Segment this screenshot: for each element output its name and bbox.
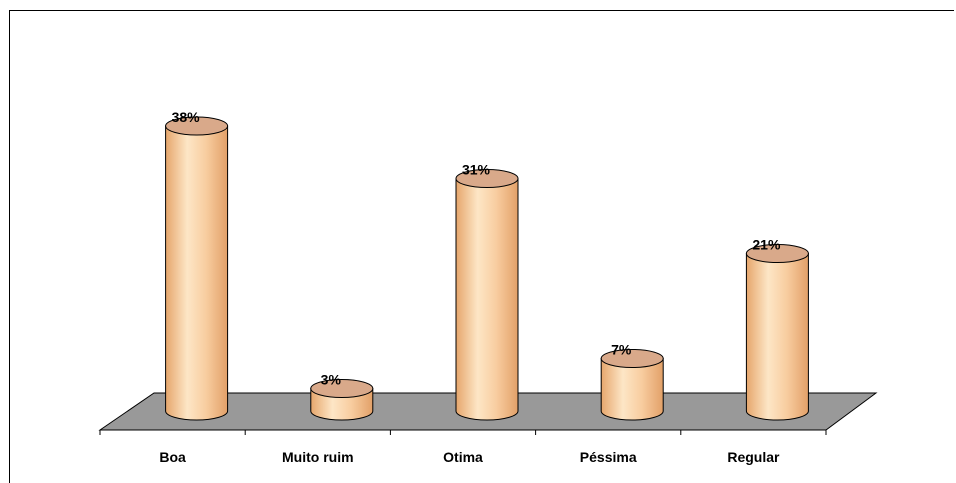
bar-top bbox=[745, 244, 809, 263]
bar: 21% bbox=[745, 237, 809, 421]
data-label: 21% bbox=[752, 237, 781, 253]
bar-body bbox=[455, 178, 519, 421]
category-label: Otima bbox=[443, 449, 483, 465]
category-labels: Boa Muito ruim Otima Péssima Regular bbox=[159, 449, 780, 465]
bar-top bbox=[455, 169, 519, 188]
data-label: 31% bbox=[462, 162, 491, 178]
bar: 3% bbox=[310, 372, 374, 421]
bar-top bbox=[600, 349, 664, 368]
bar: 38% bbox=[165, 109, 229, 421]
bars: 38% 3% 31% 7% 21% bbox=[165, 109, 809, 421]
bar-body bbox=[165, 125, 229, 421]
bar: 31% bbox=[455, 162, 519, 421]
bar-top bbox=[165, 116, 229, 136]
x-axis bbox=[99, 429, 827, 435]
data-label: 38% bbox=[172, 109, 201, 125]
bar: 7% bbox=[600, 342, 664, 421]
category-label: Péssima bbox=[580, 449, 637, 465]
category-label: Muito ruim bbox=[282, 449, 354, 465]
bar-body bbox=[745, 253, 809, 421]
category-label: Regular bbox=[727, 449, 780, 465]
data-label: 7% bbox=[611, 342, 632, 358]
data-label: 3% bbox=[321, 372, 342, 388]
bar-top bbox=[310, 379, 374, 398]
bar-body bbox=[600, 358, 664, 421]
category-label: Boa bbox=[159, 449, 186, 465]
